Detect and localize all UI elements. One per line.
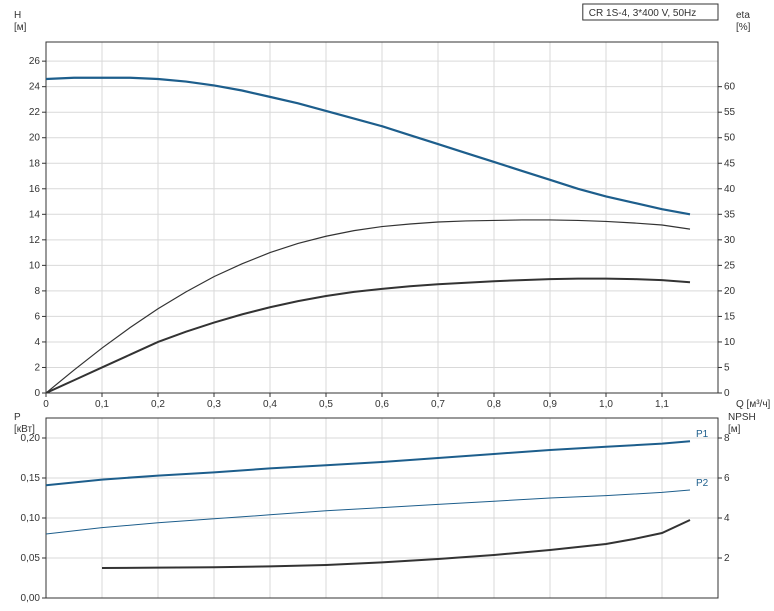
x-tick-label: 0,6 <box>375 399 389 410</box>
bot-yright-tick: 4 <box>724 513 730 524</box>
bot-yleft-tick: 0,15 <box>21 473 41 484</box>
chart-container: CR 1S-4, 3*400 V, 50Hz024681012141618202… <box>0 0 774 611</box>
x-tick-label: 0,5 <box>319 399 333 410</box>
p1-curve-label: P1 <box>696 429 709 440</box>
x-tick-label: 1,0 <box>599 399 613 410</box>
bot-yright-tick: 2 <box>724 553 730 564</box>
x-axis-title: Q [м³/ч] <box>736 399 771 410</box>
bot-yright-tick: 6 <box>724 473 730 484</box>
x-tick-label: 0,8 <box>487 399 501 410</box>
top-yleft-tick: 20 <box>29 133 41 144</box>
top-yright-title-2: [%] <box>736 22 751 33</box>
bot-yleft-title-2: [кВт] <box>14 424 35 435</box>
top-yright-tick: 20 <box>724 286 736 297</box>
x-tick-label: 0,1 <box>95 399 109 410</box>
top-yleft-tick: 6 <box>34 311 40 322</box>
top-yright-tick: 15 <box>724 311 736 322</box>
top-yleft-tick: 12 <box>29 235 41 246</box>
top-yleft-tick: 0 <box>34 388 40 399</box>
top-yleft-tick: 18 <box>29 158 41 169</box>
x-tick-label: 1,1 <box>655 399 669 410</box>
top-yright-title-1: eta <box>736 10 750 21</box>
top-yright-tick: 25 <box>724 260 736 271</box>
pump-curve-chart: CR 1S-4, 3*400 V, 50Hz024681012141618202… <box>0 0 774 611</box>
top-yright-tick: 30 <box>724 235 736 246</box>
top-yright-tick: 50 <box>724 133 736 144</box>
x-tick-label: 0,2 <box>151 399 165 410</box>
top-yright-tick: 35 <box>724 209 736 220</box>
x-tick-label: 0,4 <box>263 399 277 410</box>
header-label: CR 1S-4, 3*400 V, 50Hz <box>589 8 696 19</box>
top-yleft-title-1: H <box>14 10 21 21</box>
top-yleft-tick: 4 <box>34 337 40 348</box>
top-yleft-title-2: [м] <box>14 22 27 33</box>
bot-yright-title-1: NPSH <box>728 412 756 423</box>
top-yright-tick: 60 <box>724 82 736 93</box>
top-yleft-tick: 22 <box>29 107 41 118</box>
top-yright-tick: 40 <box>724 184 736 195</box>
bot-yleft-tick: 0,05 <box>21 553 41 564</box>
top-yleft-tick: 8 <box>34 286 40 297</box>
top-yright-tick: 45 <box>724 158 736 169</box>
top-yleft-tick: 14 <box>29 209 41 220</box>
x-tick-label: 0,9 <box>543 399 557 410</box>
top-yleft-tick: 26 <box>29 56 41 67</box>
top-yright-tick: 10 <box>724 337 736 348</box>
x-tick-label: 0 <box>43 399 49 410</box>
x-tick-label: 0,7 <box>431 399 445 410</box>
x-tick-label: 0,3 <box>207 399 221 410</box>
top-yleft-tick: 2 <box>34 362 40 373</box>
top-yleft-tick: 10 <box>29 260 41 271</box>
top-yleft-tick: 16 <box>29 184 41 195</box>
bot-yleft-title-1: P <box>14 412 21 423</box>
top-yleft-tick: 24 <box>29 82 41 93</box>
top-yright-tick: 55 <box>724 107 736 118</box>
p2-curve-label: P2 <box>696 478 709 489</box>
bot-yleft-tick: 0,10 <box>21 513 41 524</box>
top-yright-tick: 0 <box>724 388 730 399</box>
bot-yright-title-2: [м] <box>728 424 741 435</box>
bot-yleft-tick: 0,00 <box>21 593 41 604</box>
top-yright-tick: 5 <box>724 362 730 373</box>
